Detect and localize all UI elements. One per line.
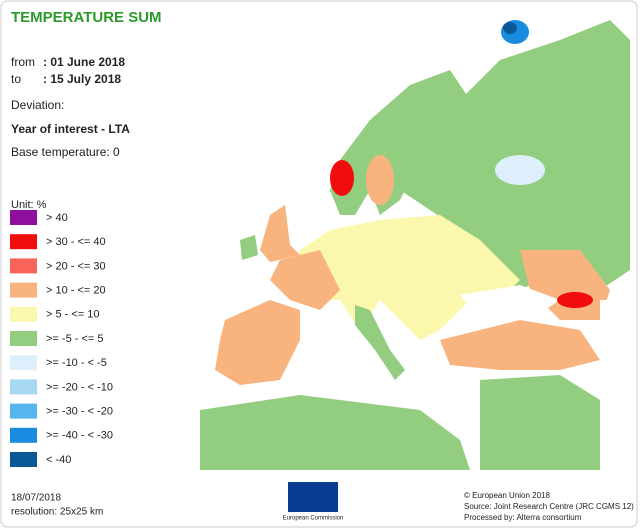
comparison: Year of interest - LTA [11,122,130,136]
land-britain [260,205,300,262]
legend-swatch [10,452,37,467]
title: TEMPERATURE SUM [11,9,162,26]
legend-swatch [10,258,37,274]
legend-label: >= -30 - < -20 [46,406,113,418]
legend-label: >= -40 - < -30 [46,430,113,442]
legend-swatch [10,210,37,225]
legend-swatch [10,403,37,419]
black-sea [460,285,560,320]
eu-logo [288,482,338,512]
land-ireland [240,235,258,260]
legend-unit: Unit: % [11,199,47,211]
date: 18/07/2018 [11,493,61,504]
processed: Processed by: Alterra consortium [464,513,582,522]
legend: > 40 > 30 - <= 40 > 20 - <= 30 > 10 - <= 20… [10,210,113,467]
legend-swatch [10,306,37,322]
map [200,20,630,470]
from-label: from [11,55,35,69]
legend-swatch [10,331,37,346]
deviation: Deviation: [11,98,64,112]
source: Source: Joint Research Centre (JRC CGMS … [464,502,634,511]
cool-russia [495,155,545,185]
from-value: : 01 June 2018 [43,55,125,69]
hotspot-caucasus [557,292,593,308]
legend-label: >= -10 - < -5 [46,357,107,369]
legend-label: > 5 - <= 10 [46,309,100,321]
legend-label: > 20 - <= 30 [46,260,106,272]
land-middle-east [480,375,600,470]
land-france [270,250,340,310]
legend-swatch [10,427,37,443]
land-iberia [215,300,300,385]
resolution: resolution: 25x25 km [11,507,103,518]
legend-label: > 10 - <= 20 [46,285,106,297]
land-east [400,20,630,290]
land-central [290,215,520,340]
hotspot-norway [330,160,354,196]
land-turkey [440,320,600,370]
legend-label: > 30 - <= 40 [46,236,106,248]
warm-sweden [366,155,394,205]
logo-text: European Commission [283,516,344,522]
cold-kola-core [503,22,517,34]
land-africa [200,395,470,470]
copyright: © European Union 2018 [464,491,551,500]
land-scandinavia [330,70,470,215]
legend-swatch [10,282,37,298]
base-temperature: Base temperature: 0 [11,145,120,159]
to-label: to [11,72,21,86]
to-value: : 15 July 2018 [43,72,121,86]
legend-label: >= -5 - <= 5 [46,333,103,345]
legend-swatch [10,379,37,395]
legend-swatch [10,355,37,371]
legend-swatch [10,234,37,250]
land-italy [355,305,405,380]
legend-label: >= -20 - < -10 [46,381,113,393]
legend-label: < -40 [46,454,71,466]
legend-label: > 40 [46,212,68,224]
caspian-sea [600,300,625,380]
